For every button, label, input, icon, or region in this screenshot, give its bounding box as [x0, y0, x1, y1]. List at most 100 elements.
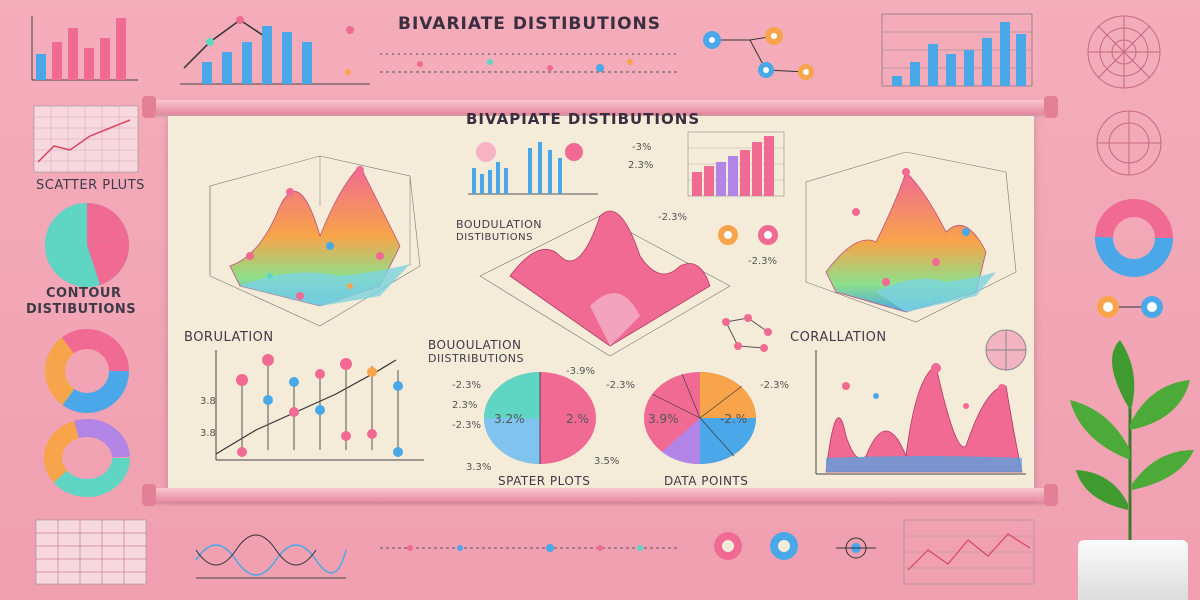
- bar: [68, 28, 78, 80]
- rod-cap-right: [1044, 484, 1058, 506]
- bar: [892, 76, 902, 86]
- distributions-label: DISTIBUTIONS: [26, 302, 137, 317]
- pct-label: 3.5%: [594, 456, 620, 467]
- bar: [928, 44, 938, 86]
- point: [346, 26, 354, 34]
- middle-right-bar-chart: [687, 131, 785, 197]
- radar-chart-right: [1096, 110, 1162, 176]
- pct-label: -2.3%: [452, 420, 482, 431]
- point: [998, 384, 1006, 392]
- point: [345, 69, 351, 75]
- right-small-rings: [1097, 296, 1163, 318]
- pie-slice: [484, 418, 540, 464]
- bottom-dot-strip: [380, 544, 680, 552]
- middle-bar-chart: [468, 142, 598, 195]
- corallation-label: CORALLATION: [790, 330, 887, 345]
- point: [347, 283, 353, 289]
- rod-cap-right: [1044, 96, 1058, 118]
- header-title: BIVARIATE DISTIBUTIONS: [398, 14, 662, 34]
- pie-slice: [700, 372, 756, 418]
- pct-label: 3.3%: [466, 462, 492, 473]
- scroll-rod-bottom: [150, 488, 1050, 502]
- bar: [1016, 34, 1026, 86]
- bar: [764, 136, 774, 196]
- bar: [36, 54, 46, 80]
- point: [393, 381, 403, 391]
- pct-label: -2.3%: [760, 380, 790, 391]
- pct-label: -2.3%: [748, 256, 778, 267]
- point: [340, 358, 352, 370]
- bar: [202, 62, 212, 84]
- bar: [716, 162, 726, 196]
- left-lower-donut: [44, 419, 130, 497]
- point: [356, 166, 364, 174]
- point: [206, 38, 214, 46]
- point: [367, 429, 377, 439]
- bar: [964, 50, 974, 86]
- point: [236, 16, 244, 24]
- point: [873, 393, 879, 399]
- bottom-network: [836, 537, 876, 559]
- distributions-mid-label: DIISTRIBUTIONS: [428, 352, 524, 365]
- axis-tick: 3.8: [200, 428, 216, 439]
- boudulation-mid-label: BOUOULATION: [428, 338, 522, 352]
- point: [262, 354, 274, 366]
- bar: [1000, 22, 1010, 86]
- spater-plots-label: SPATER PLOTS: [498, 474, 591, 488]
- pie-label: -2.%: [720, 412, 748, 426]
- axis-tick: 3.8: [200, 396, 216, 407]
- bar: [222, 52, 232, 84]
- bar: [262, 26, 272, 84]
- point: [882, 278, 890, 286]
- bar: [116, 18, 126, 80]
- bar: [982, 38, 992, 86]
- surface-plot-left: [209, 155, 421, 327]
- top-dot-strip: [380, 53, 680, 73]
- bottom-right-grid: [903, 519, 1035, 585]
- pct-label: -2.3%: [452, 380, 482, 391]
- dot: [487, 59, 493, 65]
- dot: [547, 65, 553, 71]
- plant-pot: [1078, 540, 1188, 600]
- distributions-small-label: DISTIBUTIONS: [456, 232, 533, 243]
- pct-label: -2.3%: [606, 380, 636, 391]
- left-mini-plot: [33, 105, 139, 173]
- surface-plot-middle: [479, 210, 731, 357]
- pie-slice: [87, 203, 128, 245]
- point: [931, 363, 941, 373]
- point: [246, 252, 254, 260]
- contour-label: CONTOUR: [46, 286, 122, 301]
- right-donut-chart: [1095, 199, 1173, 277]
- bar: [100, 38, 110, 80]
- middle-rings: [718, 225, 778, 245]
- point: [393, 447, 403, 457]
- point: [341, 431, 351, 441]
- middle-network: [722, 314, 772, 352]
- density-ridge-plot: [815, 350, 1026, 475]
- bar: [704, 166, 714, 196]
- point: [852, 208, 860, 216]
- borulation-label: BORULATION: [184, 330, 274, 345]
- point: [932, 258, 940, 266]
- point: [376, 252, 384, 260]
- pie-slice: [44, 203, 100, 288]
- corallation-circle: [985, 329, 1027, 371]
- pie-label: 3.9%: [648, 412, 679, 426]
- data-points-label: DATA POINTS: [664, 474, 749, 488]
- point: [842, 382, 850, 390]
- bottom-rings: [714, 532, 798, 560]
- bottom-wave-chart: [195, 534, 347, 579]
- scroll-rod-top: [150, 100, 1050, 114]
- point: [267, 273, 273, 279]
- point: [289, 377, 299, 387]
- dot: [627, 59, 633, 65]
- bar: [282, 32, 292, 84]
- bodulation-label: BOUDULATION: [456, 218, 542, 231]
- top-network: [703, 27, 814, 80]
- point: [963, 403, 969, 409]
- surface-plot-right: [805, 151, 1017, 323]
- top-left-bar-chart: [31, 16, 138, 81]
- point: [236, 374, 248, 386]
- pct-label: -3%: [632, 142, 652, 153]
- plant-icon: [1070, 340, 1194, 550]
